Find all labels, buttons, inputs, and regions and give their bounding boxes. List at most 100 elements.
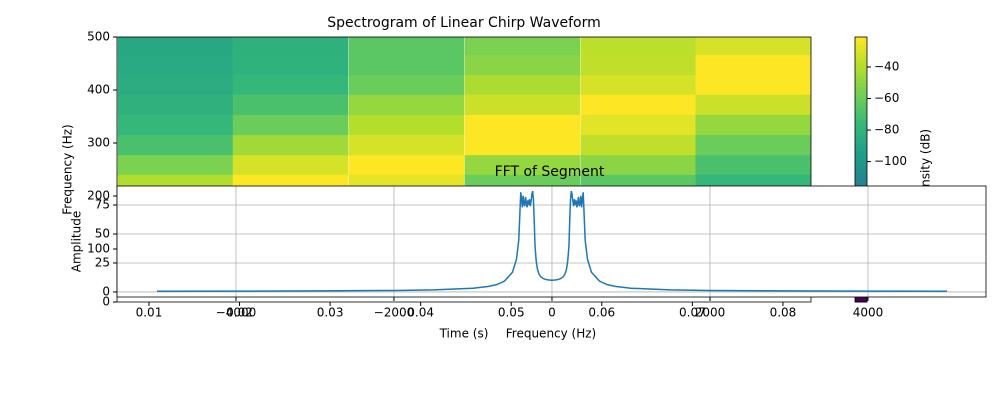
heatmap-cell [580, 135, 697, 156]
heatmap-cell [580, 55, 697, 76]
colorbar-strip [855, 159, 867, 164]
colorbar-strip [855, 43, 867, 48]
colorbar-frame [854, 36, 868, 303]
heatmap-cell [695, 75, 811, 96]
x-tick-label: 0.08 [770, 306, 797, 320]
colorbar-strip [855, 172, 867, 177]
colorbar-strip [855, 179, 867, 184]
colorbar-strip [855, 60, 867, 64]
x-tick-label: 0.06 [588, 306, 615, 320]
axes-frame [116, 185, 987, 298]
heatmap-cell [232, 135, 349, 156]
colorbar-strip [855, 149, 867, 154]
colorbar-strip [855, 96, 867, 101]
heatmap-cell [117, 75, 234, 96]
colorbar-strip [855, 162, 867, 167]
y-axis-label: Amplitude [70, 211, 84, 273]
heatmap-cell [117, 55, 234, 76]
fft-plot: FFT of Segment [113, 164, 987, 301]
x-axis-label: Time (s) [439, 327, 489, 341]
y-tick-label: 0 [102, 295, 110, 309]
heatmap-cell [348, 155, 465, 176]
heatmap-cell [580, 37, 697, 56]
x-tick-label: 0.02 [226, 306, 253, 320]
colorbar-tick-label: −80 [874, 123, 899, 137]
colorbar-strip [855, 166, 867, 170]
colorbar-strip [855, 46, 867, 51]
colorbar-strip [855, 146, 867, 151]
fft-line [156, 190, 947, 293]
colorbar-strip [855, 70, 867, 74]
heatmap-cell [464, 55, 581, 76]
x-tick-label: −4000 [216, 306, 257, 320]
heatmap-cell [232, 114, 349, 136]
heatmap-cell [695, 55, 811, 76]
colorbar-strip [855, 152, 867, 157]
heatmap-cell [580, 114, 697, 136]
x-tick-label: 0.01 [136, 306, 163, 320]
heatmap-cell [695, 114, 811, 136]
y-tick-label: 400 [87, 83, 110, 97]
heatmap-cell [232, 155, 349, 176]
colorbar-strip [855, 76, 867, 81]
y-axis-label: Frequency (Hz) [61, 124, 75, 215]
colorbar-strip [855, 83, 867, 88]
colorbar-strip [855, 169, 867, 174]
y-tick-label: 0 [102, 284, 110, 298]
y-tick-label: 50 [95, 226, 110, 240]
colorbar-strip [855, 103, 867, 108]
x-tick-label: 0.05 [498, 306, 525, 320]
x-tick-label: 2000 [695, 306, 726, 320]
colorbar-strip [855, 56, 867, 61]
colorbar-strip [855, 143, 867, 147]
heatmap-cell [117, 155, 234, 176]
colorbar-strip [855, 66, 867, 71]
colorbar-strip [855, 106, 867, 111]
chart-title: FFT of Segment [495, 164, 605, 180]
colorbar-strip [855, 129, 867, 134]
colorbar-strip [855, 40, 867, 45]
axes-frame [116, 36, 812, 303]
x-tick-label: 0.07 [679, 306, 706, 320]
heatmap-cell [348, 55, 465, 76]
heatmap-cell [464, 75, 581, 96]
heatmap-cell [464, 114, 581, 136]
x-tick-label: −2000 [374, 306, 415, 320]
colorbar-strip [855, 298, 867, 303]
heatmap-cell [464, 155, 581, 176]
colorbar-strip [855, 63, 867, 68]
heatmap-cell [117, 114, 234, 136]
y-tick-label: 300 [87, 136, 110, 150]
colorbar-strip [855, 109, 867, 114]
heatmap-cell [348, 37, 465, 56]
colorbar-strip [855, 73, 867, 78]
colorbar-strip [855, 116, 867, 121]
heatmap-cell [117, 37, 234, 56]
chart-title: Spectrogram of Linear Chirp Waveform [327, 15, 601, 31]
colorbar-strip [855, 93, 867, 98]
heatmap-cell [232, 55, 349, 76]
colorbar-strip [855, 126, 867, 131]
heatmap-cell [464, 37, 581, 56]
colorbar-strip [855, 182, 867, 187]
heatmap-cell [464, 135, 581, 156]
x-tick-label: 0.03 [317, 306, 344, 320]
colorbar-strip [855, 90, 867, 94]
heatmap-cell [117, 135, 234, 156]
colorbar-strip [855, 123, 867, 127]
heatmap-cell [695, 155, 811, 176]
colorbar-strip [855, 136, 867, 141]
heatmap-cell [232, 37, 349, 56]
heatmap-cell [348, 114, 465, 136]
colorbar-strip [855, 53, 867, 58]
colorbar-tick-label: −100 [874, 154, 907, 168]
heatmap-cell [348, 135, 465, 156]
colorbar-strip [855, 156, 867, 161]
y-tick-label: 500 [87, 30, 110, 44]
heatmap-cell [232, 94, 349, 116]
colorbar-strip [855, 37, 867, 41]
colorbar-tick-label: −40 [874, 59, 899, 73]
x-tick-label: 4000 [853, 306, 884, 320]
colorbar-strip [855, 99, 867, 104]
